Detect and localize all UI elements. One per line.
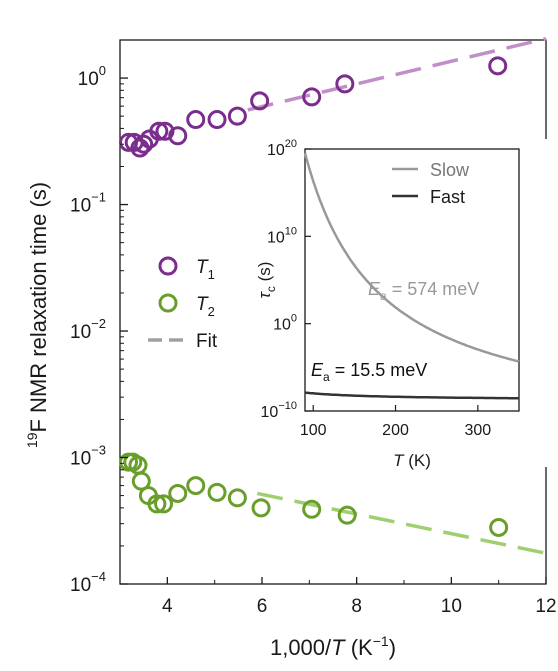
inset-annotation-fast: Ea = 15.5 meV [311,360,427,384]
inset-y-ticks: 1020 1010 100 10−10 [261,138,311,421]
y-tick-label: 10−4 [70,569,106,596]
data-point-t2 [131,471,151,491]
inset-x-ticks: 100 200 300 [300,405,491,439]
x-tick-label: 6 [257,596,268,617]
data-point-t1 [149,121,169,141]
data-point-t2 [337,505,357,525]
inset-x-tick-label: 100 [300,422,327,439]
inset-curve-slow [303,152,520,363]
inset-curves [303,152,520,400]
inset-y-tick-label: 100 [273,313,297,334]
y-tick-label: 10−3 [70,443,106,470]
data-point-t1 [134,134,154,154]
data-point-t1 [488,56,508,76]
inset-y-axis-title: τc (s) [255,262,278,299]
data-point-t1 [168,126,188,146]
inset-plot-frame [304,148,520,412]
data-point-t2 [128,455,148,475]
inset-x-tick-label: 200 [382,422,409,439]
y-tick-label: 10−2 [70,316,106,343]
x-tick-label: 12 [535,596,556,617]
svg-text:ʹ: ʹ [318,0,321,8]
legend-label-t1: T1 [196,257,215,282]
legend-label-t2: T2 [196,294,215,319]
data-point-t1 [207,110,227,130]
inset-y-tick-label: 1010 [267,225,297,246]
data-point-t2 [489,517,509,537]
inset-annotation-slow: Ea = 574 meV [368,279,479,303]
main-y-axis-title: 19F NMR relaxation time (s) [24,182,51,448]
data-point-t2 [186,476,206,496]
data-point-t2 [227,488,247,508]
fit-line-1 [247,36,547,112]
inset-curve-fast [304,391,519,400]
inset-y-tick-label: 10−10 [261,400,297,421]
inset-y-tick-label: 1020 [267,138,297,159]
data-point-t1 [250,91,270,111]
legend-marker-t1 [158,256,178,276]
main-legend: T1 T2 Fit [148,256,218,352]
x-tick-label: 8 [351,596,362,617]
data-point-t2 [154,494,174,514]
legend-marker-t2 [158,293,178,313]
y-tick-label: 100 [78,63,106,90]
data-point-t1 [335,74,355,94]
data-point-t2 [251,498,271,518]
data-point-t1 [186,110,206,130]
main-y-ticks: 100 10−1 10−2 10−3 10−4 [70,39,128,596]
inset-x-tick-label: 300 [464,422,491,439]
data-point-t2 [168,483,188,503]
data-point-t1 [227,106,247,126]
x-tick-label: 10 [441,596,462,617]
x-tick-label: 4 [162,596,173,617]
inset-x-axis-title: T (K) [393,451,431,470]
main-data-points [119,56,509,537]
inset-legend-label-fast: Fast [430,187,465,207]
y-tick-label: 10−1 [70,190,106,217]
inset-legend-label-slow: Slow [430,160,470,180]
main-x-axis-title: 1,000/T (K−1) [270,633,396,660]
legend-label-fit: Fit [196,331,218,352]
data-point-t2 [147,494,167,514]
data-point-t2 [207,482,227,502]
fit-line-2 [256,491,547,555]
data-point-t2 [302,499,322,519]
main-x-ticks: 4 6 8 10 12 [119,577,557,617]
data-point-t1 [302,87,322,107]
